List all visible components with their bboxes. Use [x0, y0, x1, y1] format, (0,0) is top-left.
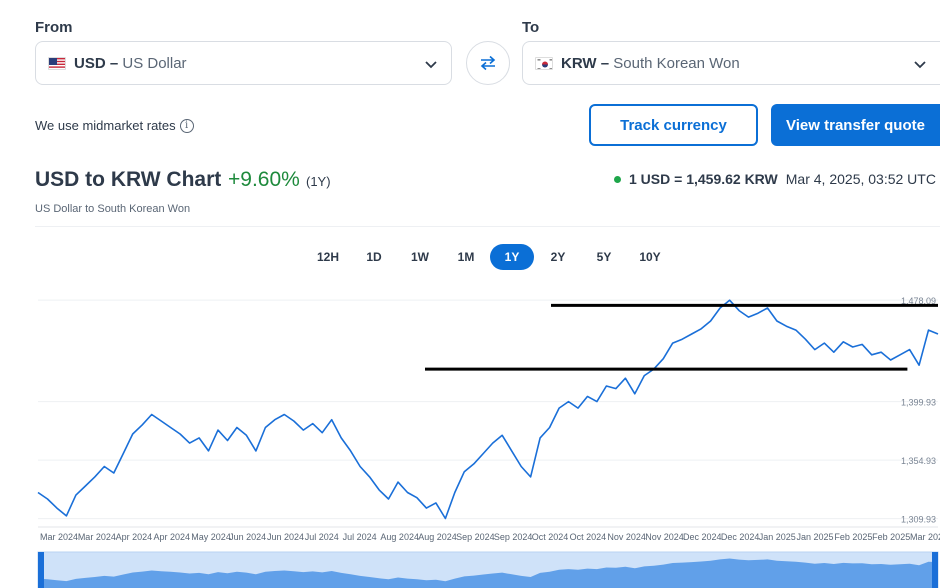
swap-currencies-button[interactable] [466, 41, 510, 85]
from-label: From [35, 19, 73, 36]
live-dot-icon [614, 175, 621, 183]
rate-chart: 1,478.09 1,399.93 1,354.93 1,309.93 Mar 2024… [37, 296, 940, 588]
x-tick-label: Mar 2025 [910, 532, 940, 542]
x-tick-label: Nov 2024 [645, 532, 684, 542]
x-tick-label: Feb 2025 [834, 532, 872, 542]
y-tick-label: 1,354.93 [901, 456, 936, 466]
period-button-1y[interactable]: 1Y [490, 244, 534, 270]
change-period: (1Y) [306, 174, 331, 189]
x-tick-label: Nov 2024 [607, 532, 646, 542]
y-tick-label: 1,309.93 [901, 515, 936, 525]
x-tick-label: Apr 2024 [153, 532, 190, 542]
x-tick-label: Jan 2025 [759, 532, 796, 542]
midmarket-text: We use midmarket rates [35, 118, 176, 133]
track-currency-button[interactable]: Track currency [589, 104, 758, 146]
x-tick-label: Sep 2024 [494, 532, 533, 542]
kr-flag-icon [535, 56, 553, 70]
x-tick-label: Dec 2024 [683, 532, 722, 542]
x-tick-label: Sep 2024 [456, 532, 495, 542]
info-icon[interactable]: i [179, 118, 194, 133]
period-button-2y[interactable]: 2Y [550, 250, 566, 264]
change-percent: +9.60% [228, 168, 300, 191]
period-button-12h[interactable]: 12H [316, 250, 339, 264]
from-currency-text: USD – US Dollar [74, 54, 187, 72]
to-label: To [522, 19, 540, 36]
period-button-1m[interactable]: 1M [457, 250, 475, 264]
chevron-down-icon [425, 61, 437, 69]
x-tick-label: Oct 2024 [532, 532, 569, 542]
x-tick-label: Apr 2024 [116, 532, 153, 542]
y-tick-label: 1,478.09 [901, 296, 936, 306]
from-currency-select[interactable]: USD – US Dollar [35, 41, 452, 85]
us-flag-icon [48, 56, 66, 70]
view-transfer-quote-button[interactable]: View transfer quote [771, 104, 940, 146]
rate-timestamp: Mar 4, 2025, 03:52 UTC [785, 171, 936, 187]
x-tick-label: Jun 2024 [267, 532, 304, 542]
divider [35, 226, 940, 227]
x-tick-label: Jul 2024 [343, 532, 377, 542]
navigator-handle-right[interactable] [932, 552, 938, 588]
to-currency-select[interactable]: KRW – South Korean Won [522, 41, 940, 85]
swap-arrows-icon [480, 55, 496, 71]
period-button-1d[interactable]: 1D [366, 250, 382, 264]
rate-value: 1 USD = 1,459.62 KRW [629, 171, 778, 187]
x-tick-label: Feb 2025 [872, 532, 910, 542]
x-tick-label: May 2024 [191, 532, 231, 542]
period-button-1w[interactable]: 1W [411, 250, 429, 264]
chart-subtitle: US Dollar to South Korean Won [35, 203, 191, 215]
x-tick-label: Jul 2024 [305, 532, 339, 542]
period-button-10y[interactable]: 10Y [639, 250, 661, 264]
live-rate: 1 USD = 1,459.62 KRW Mar 4, 2025, 03:52 … [614, 171, 936, 187]
series-line [37, 299, 939, 520]
chevron-down-icon [914, 61, 926, 69]
y-tick-label: 1,399.93 [901, 398, 936, 408]
x-tick-label: Dec 2024 [721, 532, 760, 542]
midmarket-note: We use midmarket rates i [35, 118, 194, 133]
x-tick-label: Jun 2024 [229, 532, 266, 542]
chart-title: USD to KRW Chart [35, 168, 222, 191]
period-selector: 12H 1D 1W 1M 1Y 2Y 5Y 10Y [306, 244, 674, 270]
navigator-handle-left[interactable] [38, 552, 44, 588]
x-tick-label: Aug 2024 [418, 532, 457, 542]
period-button-5y[interactable]: 5Y [596, 250, 612, 264]
x-tick-label: Mar 2024 [40, 532, 78, 542]
navigator-area [38, 558, 938, 588]
x-tick-label: Aug 2024 [380, 532, 419, 542]
x-tick-label: Jan 2025 [797, 532, 834, 542]
x-tick-label: Mar 2024 [78, 532, 116, 542]
to-currency-text: KRW – South Korean Won [561, 54, 740, 72]
x-tick-label: Oct 2024 [570, 532, 607, 542]
